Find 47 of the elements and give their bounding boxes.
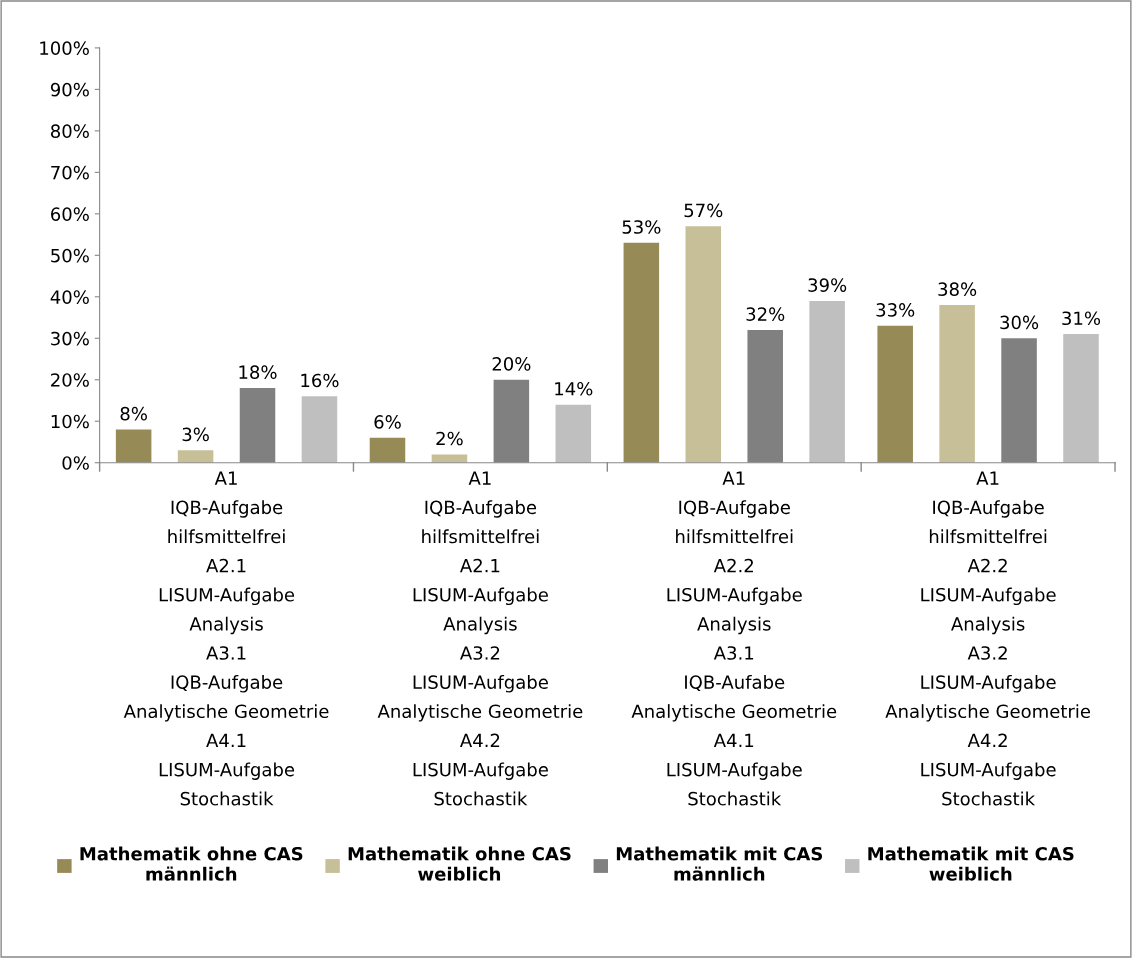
legend-label: Mathematik ohne CAS weiblich	[348, 846, 571, 881]
data-label: 20%	[492, 357, 531, 371]
data-label: 8%	[120, 406, 147, 421]
y-tick-label: 50%	[51, 248, 89, 263]
category-label: A1 IQB-Aufgabe hilfsmittelfrei A2.2 LISUM-Aufgabe Analysis A3.1 IQB-Aufabe Analytische Geometrie A4.1 LISUM-Aufgabe Stochastik	[631, 471, 837, 806]
data-label: 14%	[555, 381, 593, 396]
y-tick-label: 30%	[51, 331, 89, 346]
bar	[939, 305, 975, 463]
data-label: 57%	[684, 203, 723, 218]
bar	[623, 242, 660, 463]
bar	[369, 437, 406, 463]
data-label: 16%	[301, 373, 339, 388]
bar	[555, 404, 592, 463]
bar	[177, 450, 214, 463]
bar	[1063, 334, 1099, 463]
bar	[301, 396, 338, 463]
bar	[115, 429, 152, 463]
legend-label: Mathematik ohne CAS männlich	[80, 846, 303, 881]
data-label: 30%	[1000, 315, 1039, 330]
bar	[809, 300, 845, 463]
category-label: A1 IQB-Aufgabe hilfsmittelfrei A2.1 LISUM-Aufgabe Analysis A3.2 LISUM-Aufgabe Analytische Geometrie A4.2 LISUM-Aufgabe Stochastik	[377, 471, 583, 806]
y-tick-label: 100%	[40, 41, 89, 56]
y-tick-label: 70%	[51, 165, 89, 180]
category-label: A1 IQB-Aufgabe hilfsmittelfrei A2.2 LISUM-Aufgabe Analysis A3.2 LISUM-Aufgabe Analytische Geometrie A4.2 LISUM-Aufgabe Stochastik	[885, 471, 1091, 806]
data-label: 31%	[1062, 311, 1101, 326]
data-label: 6%	[374, 415, 401, 429]
data-label: 3%	[182, 427, 209, 442]
y-tick-label: 60%	[51, 207, 89, 221]
y-tick-label: 20%	[51, 373, 89, 387]
y-tick-label: 10%	[51, 414, 89, 429]
legend-label: Mathematik mit CAS weiblich	[868, 846, 1074, 881]
data-label: 18%	[239, 365, 277, 379]
data-label: 2%	[436, 431, 463, 446]
y-tick-label: 90%	[50, 82, 89, 97]
y-tick-label: 40%	[50, 290, 89, 304]
data-label: 39%	[808, 278, 847, 292]
y-tick-label: 0%	[62, 456, 89, 470]
bar	[877, 325, 913, 463]
bar	[431, 454, 468, 463]
data-label: 33%	[876, 303, 915, 317]
data-label: 32%	[746, 307, 785, 321]
category-label: A1 IQB-Aufgabe hilfsmittelfrei A2.1 LISUM-Aufgabe Analysis A3.1 IQB-Aufgabe Analytische Geometrie A4.1 LISUM-Aufgabe Stochastik	[123, 471, 329, 806]
data-label: 38%	[938, 282, 977, 297]
data-label: 53%	[622, 220, 661, 234]
y-tick-label: 80%	[50, 124, 89, 138]
legend-label: Mathematik mit CAS männlich	[616, 846, 823, 881]
bar	[685, 226, 722, 463]
